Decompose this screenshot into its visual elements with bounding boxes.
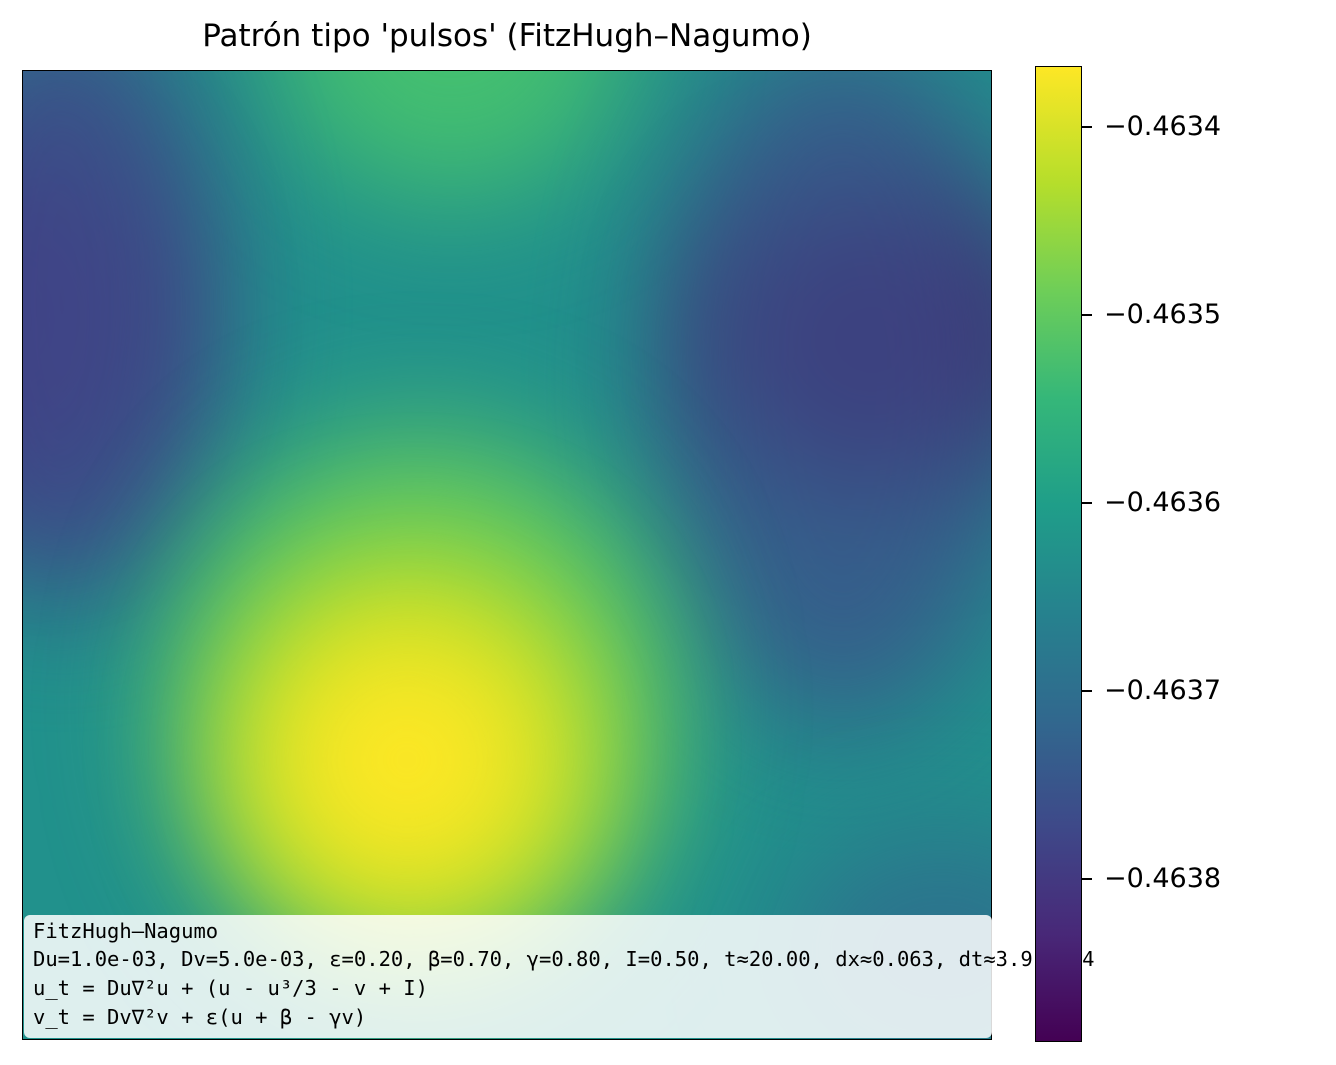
- colorbar-tick: [1082, 502, 1092, 504]
- colorbar-tick-label: −0.4636: [1104, 487, 1222, 518]
- annotation-line-4: v_t = Dv∇²v + ε(u + β - γv): [33, 1005, 367, 1029]
- chart-title: Patrón tipo 'pulsos' (FitzHugh–Nagumo): [202, 18, 812, 54]
- field-right-band: [652, 70, 992, 730]
- annotation-line-1: FitzHugh–Nagumo: [33, 919, 219, 943]
- colorbar-tick-label: −0.4635: [1104, 299, 1222, 330]
- heatmap-plot: [22, 70, 992, 1040]
- annotation-line-3: u_t = Du∇²u + (u - u³/3 - v + I): [33, 976, 428, 1000]
- annotation-line-2: Du=1.0e-03, Dv=5.0e-03, ε=0.20, β=0.70, …: [33, 947, 1095, 971]
- field-left-band: [22, 70, 222, 610]
- colorbar-tick-label: −0.4637: [1104, 675, 1222, 706]
- colorbar-tick: [1082, 126, 1092, 128]
- field-max: [272, 630, 542, 890]
- colorbar-tick: [1082, 314, 1092, 316]
- colorbar: [1035, 66, 1082, 1042]
- colorbar-tick-label: −0.4638: [1104, 863, 1222, 894]
- parameter-annotation-box: FitzHugh–Nagumo Du=1.0e-03, Dv=5.0e-03, …: [24, 915, 1094, 1038]
- colorbar-tick-label: −0.4634: [1104, 111, 1222, 142]
- field-top-center-high: [272, 70, 632, 200]
- colorbar-tick: [1082, 690, 1092, 692]
- colorbar-tick: [1082, 878, 1092, 880]
